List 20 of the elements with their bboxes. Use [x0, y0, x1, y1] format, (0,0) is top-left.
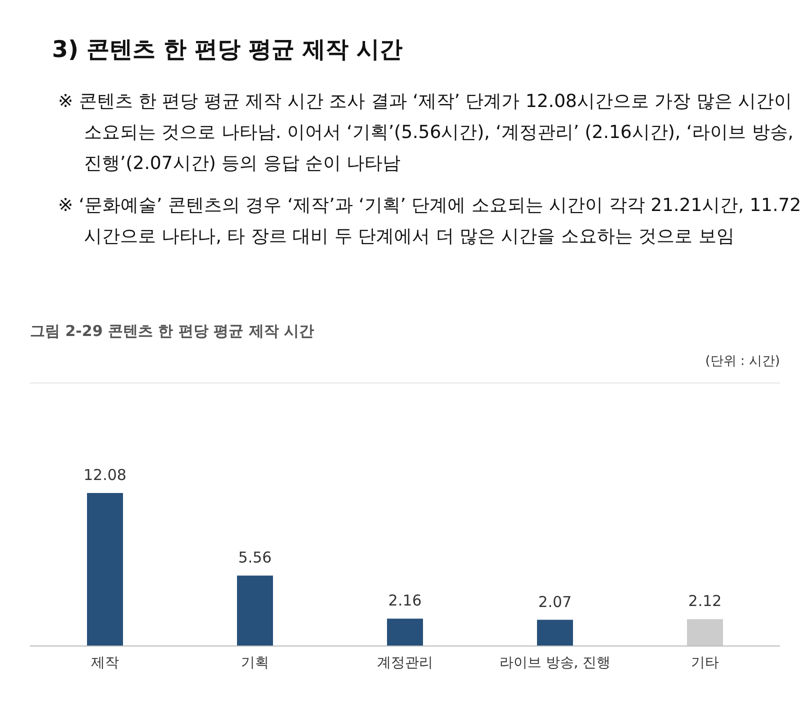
- chart-subtitle: 그림 2-29 콘텐츠 한 편당 평균 제작 시간: [30, 322, 314, 341]
- bar: [387, 618, 423, 646]
- bar: [237, 576, 273, 646]
- text: (단위 : 시간): [705, 353, 780, 370]
- bar: [687, 619, 723, 646]
- chart-title: 3) 콘텐츠 한 편당 평균 제작 시간: [52, 36, 403, 65]
- data-label: 12.08: [84, 466, 126, 484]
- x-tick-label: 기타: [691, 655, 719, 671]
- bar: [537, 620, 573, 646]
- x-tick-label: 라이브 방송, 진행: [499, 655, 611, 671]
- bar: [87, 493, 123, 646]
- data-label: 2.16: [388, 592, 422, 610]
- text: ※ ‘문화예술’ 콘텐츠의 경우 ‘제작’과 ‘기획’ 단계에 소요되는 시간이 각각 21.21시간, 11.72시간으로 나타나, 타 장르 대비 두 단계에서 더 많은 시간을 소요하는 것으로 보임: [58, 194, 800, 249]
- x-tick-label: 계정관리: [377, 655, 433, 671]
- data-label: 5.56: [238, 548, 272, 567]
- data-label: 2.07: [538, 592, 572, 611]
- text: ※ 콘텐츠 한 편당 평균 제작 시간 조사 결과 ‘제작’ 단계가 12.08시간으로 가장 많은 시간이 소요되는 것으로 나타남. 이어서 ‘기획’(5.56시간), ‘계정관리’ (2.16시간), ‘라이브 방송, 진행’(2.07시간) 등의 응답 순이 나타남: [58, 90, 795, 176]
- data-label: 2.12: [688, 592, 722, 610]
- x-tick-label: 제작: [91, 655, 119, 671]
- x-tick-label: 기획: [241, 655, 269, 671]
